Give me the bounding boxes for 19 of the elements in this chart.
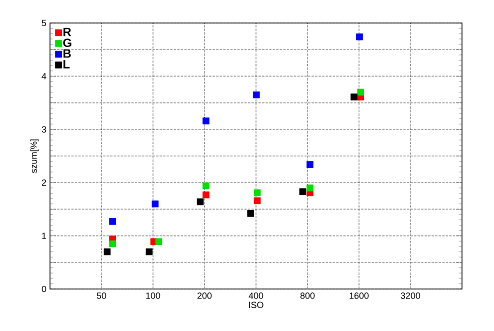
y-tick-label: 1 bbox=[42, 232, 46, 239]
y-tick-label: 0 bbox=[42, 286, 46, 292]
x-tick-label: 400 bbox=[248, 292, 264, 299]
y-tick-label: 5 bbox=[42, 20, 46, 26]
x-tick-label: 100 bbox=[146, 292, 160, 299]
y-tick-label: 2 bbox=[42, 179, 46, 186]
x-axis-title: ISO bbox=[249, 302, 264, 308]
y-axis-title: szum[%] bbox=[30, 139, 39, 173]
x-tick-label: 200 bbox=[197, 292, 212, 299]
x-tick-label: 50 bbox=[96, 292, 106, 299]
y-tick-label: 4 bbox=[42, 73, 46, 80]
x-tick-label: 1600 bbox=[350, 292, 369, 299]
x-tick-label: 3200 bbox=[400, 292, 420, 299]
legend-label: R bbox=[64, 28, 72, 36]
legend-label: B bbox=[64, 49, 71, 58]
y-tick-label: 3 bbox=[42, 126, 46, 133]
x-tick-label: 800 bbox=[300, 292, 315, 299]
legend-label: G bbox=[63, 38, 72, 48]
legend-label: L bbox=[64, 60, 70, 68]
